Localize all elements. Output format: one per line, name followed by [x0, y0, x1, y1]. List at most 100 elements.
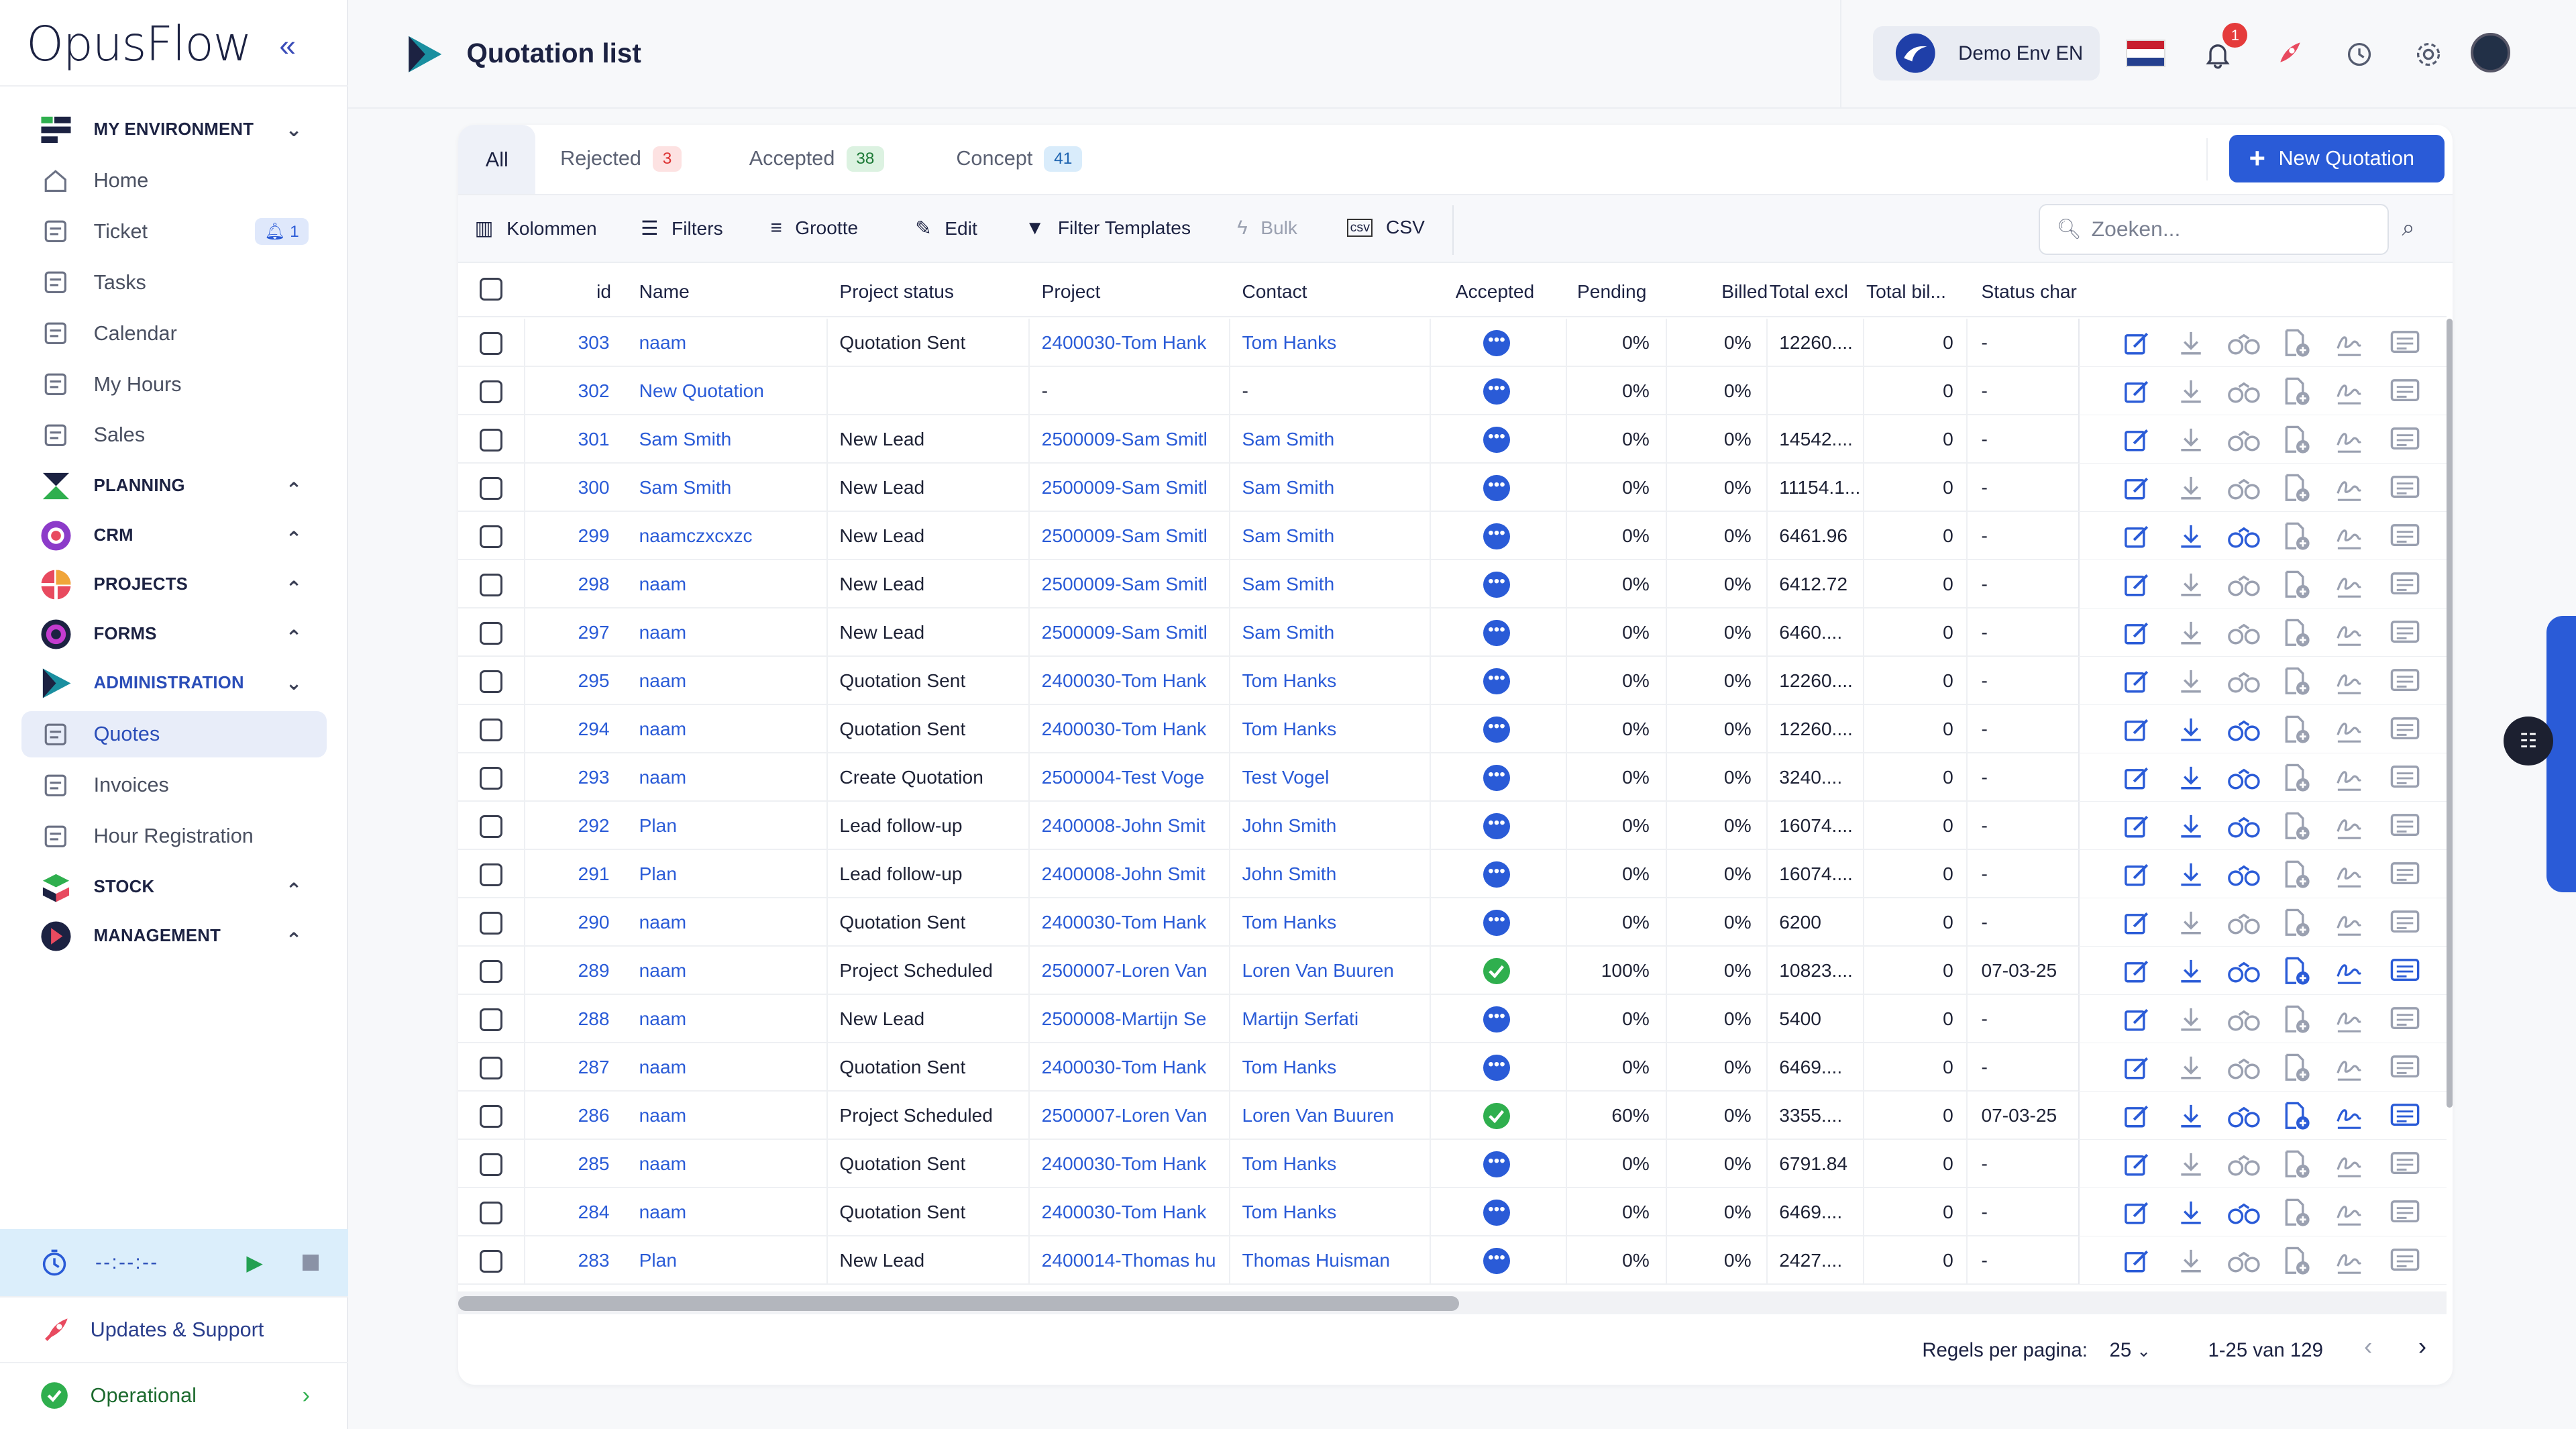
project-link[interactable]: 2500009-Sam Smitl	[1041, 429, 1208, 450]
binoculars-icon[interactable]	[2226, 860, 2262, 890]
contact-link[interactable]: Sam Smith	[1242, 525, 1335, 547]
quote-name-link[interactable]: Plan	[639, 815, 677, 837]
table-row[interactable]: 300 Sam Smith New Lead 2500009-Sam Smitl Sam…	[458, 464, 2447, 513]
table-row[interactable]: 283 Plan New Lead 2400014-Thomas hu Thomas H…	[458, 1236, 2447, 1285]
quote-name-link[interactable]: naam	[639, 622, 687, 643]
row-checkbox[interactable]	[480, 525, 503, 548]
play-icon[interactable]: ▶	[246, 1251, 263, 1275]
project-link[interactable]: 2400030-Tom Hank	[1041, 332, 1207, 354]
previous-page-icon[interactable]: ‹	[2364, 1332, 2373, 1361]
column-header-total-bil-[interactable]: Total bil...	[1866, 280, 1946, 302]
table-row[interactable]: 288 naam New Lead 2500008-Martijn Se Martijn…	[458, 995, 2447, 1044]
row-checkbox[interactable]	[480, 911, 503, 935]
table-row[interactable]: 292 Plan Lead follow-up 2400008-John Smit Jo…	[458, 802, 2447, 851]
app-logo[interactable]: OpusFlow	[26, 16, 252, 72]
collapse-sidebar-icon[interactable]: «	[279, 30, 296, 63]
vertical-scrollbar[interactable]	[2446, 319, 2453, 1108]
download-icon[interactable]	[2176, 619, 2206, 648]
project-link[interactable]: 2400008-John Smit	[1041, 863, 1205, 885]
invoice-add-icon[interactable]	[2282, 329, 2311, 358]
quote-name-link[interactable]: Sam Smith	[639, 477, 732, 498]
row-checkbox[interactable]	[480, 959, 503, 983]
quote-name-link[interactable]: naam	[639, 960, 687, 982]
row-checkbox[interactable]	[480, 621, 503, 645]
user-avatar[interactable]	[2471, 32, 2511, 72]
download-icon[interactable]	[2176, 908, 2206, 938]
project-link[interactable]: 2400030-Tom Hank	[1041, 912, 1207, 933]
quote-name-link[interactable]: naam	[639, 1153, 687, 1175]
gear-icon[interactable]	[2410, 36, 2447, 72]
edit-icon[interactable]	[2123, 860, 2152, 890]
filter-templates-button[interactable]: ▼ Filter Templates	[1025, 217, 1191, 240]
row-checkbox[interactable]	[480, 380, 503, 403]
quote-id-link[interactable]: 293	[578, 767, 610, 788]
table-row[interactable]: 285 naam Quotation Sent 2400030-Tom Hank Tom…	[458, 1140, 2447, 1189]
side-panel-handle[interactable]	[2546, 616, 2576, 892]
signature-icon[interactable]	[2334, 522, 2364, 551]
contact-link[interactable]: Tom Hanks	[1242, 332, 1337, 354]
download-icon[interactable]	[2176, 667, 2206, 696]
row-checkbox[interactable]	[480, 718, 503, 741]
column-header-contact[interactable]: Contact	[1242, 280, 1307, 302]
row-checkbox[interactable]	[480, 331, 503, 355]
binoculars-icon[interactable]	[2226, 377, 2262, 407]
column-header-billed[interactable]: Billed	[1721, 280, 1768, 302]
quote-id-link[interactable]: 285	[578, 1153, 610, 1175]
edit-icon[interactable]	[2123, 667, 2152, 696]
invoice-add-icon[interactable]	[2282, 425, 2311, 455]
project-link[interactable]: 2500007-Loren Van	[1041, 960, 1208, 982]
edit-icon[interactable]	[2123, 957, 2152, 986]
sidebar-section-planning[interactable]: PLANNING ⌃	[40, 467, 329, 507]
signature-icon[interactable]	[2334, 812, 2364, 841]
binoculars-icon[interactable]	[2226, 1053, 2262, 1083]
quote-name-link[interactable]: naam	[639, 1202, 687, 1223]
download-icon[interactable]	[2176, 1198, 2206, 1228]
row-checkbox[interactable]	[480, 1008, 503, 1031]
contact-link[interactable]: Sam Smith	[1242, 622, 1335, 643]
project-link[interactable]: 2400030-Tom Hank	[1041, 719, 1207, 740]
edit-icon[interactable]	[2123, 715, 2152, 745]
sidebar-item-invoices[interactable]: Invoices	[40, 765, 329, 805]
message-icon[interactable]	[2390, 957, 2420, 986]
contact-link[interactable]: John Smith	[1242, 863, 1337, 885]
sidebar-section-forms[interactable]: FORMS ⌃	[40, 615, 329, 654]
binoculars-icon[interactable]	[2226, 522, 2262, 551]
message-icon[interactable]	[2390, 1247, 2420, 1276]
contact-link[interactable]: Tom Hanks	[1242, 912, 1337, 933]
row-checkbox[interactable]	[480, 428, 503, 452]
table-row[interactable]: 295 naam Quotation Sent 2400030-Tom Hank Tom…	[458, 657, 2447, 706]
quote-name-link[interactable]: naam	[639, 670, 687, 692]
message-icon[interactable]	[2390, 860, 2420, 890]
invoice-add-icon[interactable]	[2282, 908, 2311, 938]
row-checkbox[interactable]	[480, 1249, 503, 1273]
column-header-status-char[interactable]: Status char	[1981, 280, 2077, 302]
rows-per-page-select[interactable]: 25 ⌄	[2110, 1339, 2151, 1362]
column-header-name[interactable]: Name	[639, 280, 690, 302]
row-checkbox[interactable]	[480, 1104, 503, 1128]
quote-name-link[interactable]: naam	[639, 719, 687, 740]
download-icon[interactable]	[2176, 763, 2206, 793]
quote-name-link[interactable]: naam	[639, 767, 687, 788]
row-checkbox[interactable]	[480, 476, 503, 500]
contact-link[interactable]: John Smith	[1242, 815, 1337, 837]
message-icon[interactable]	[2390, 425, 2420, 455]
invoice-add-icon[interactable]	[2282, 1150, 2311, 1179]
binoculars-icon[interactable]	[2226, 1198, 2262, 1228]
quote-id-link[interactable]: 292	[578, 815, 610, 837]
quote-id-link[interactable]: 289	[578, 960, 610, 982]
sidebar-item-sales[interactable]: Sales	[40, 416, 329, 456]
quote-id-link[interactable]: 303	[578, 332, 610, 354]
quote-name-link[interactable]: naam	[639, 332, 687, 354]
edit-icon[interactable]	[2123, 377, 2152, 407]
message-icon[interactable]	[2390, 1198, 2420, 1228]
contact-link[interactable]: Tom Hanks	[1242, 670, 1337, 692]
quote-id-link[interactable]: 290	[578, 912, 610, 933]
invoice-add-icon[interactable]	[2282, 570, 2311, 600]
binoculars-icon[interactable]	[2226, 1102, 2262, 1131]
project-link[interactable]: 2400030-Tom Hank	[1041, 1202, 1207, 1223]
binoculars-icon[interactable]	[2226, 715, 2262, 745]
table-row[interactable]: 303 naam Quotation Sent 2400030-Tom Hank Tom…	[458, 319, 2447, 368]
contact-link[interactable]: Tom Hanks	[1242, 719, 1337, 740]
edit-icon[interactable]	[2123, 522, 2152, 551]
select-all-checkbox[interactable]	[480, 277, 503, 301]
